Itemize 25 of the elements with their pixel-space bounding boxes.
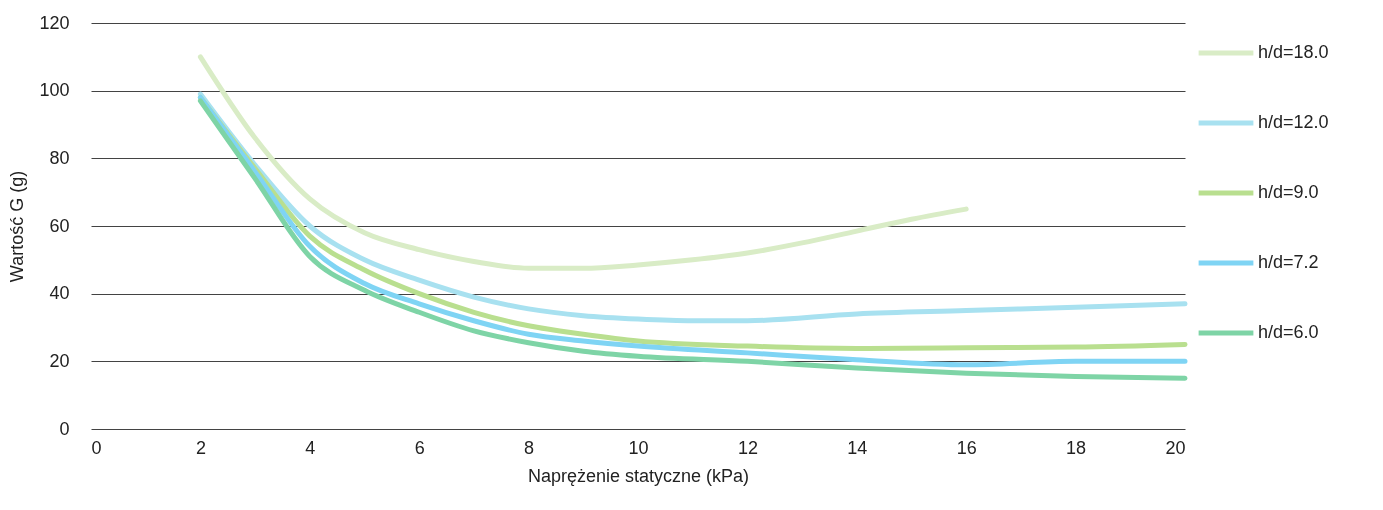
y-tick-label: 100: [39, 80, 70, 101]
y-tick-label: 0: [59, 418, 70, 439]
x-tick-label: 10: [628, 437, 649, 458]
y-tick-label: 40: [49, 283, 70, 304]
x-tick-label: 20: [1165, 437, 1186, 458]
x-tick-label: 18: [1066, 437, 1087, 458]
x-tick-label: 14: [847, 437, 868, 458]
x-tick-label: 16: [956, 437, 977, 458]
y-axis-title: Wartość G (g): [7, 170, 28, 283]
legend-label: h/d=9.0: [1258, 182, 1319, 202]
x-axis-title: Naprężenie statyczne (kPa): [527, 465, 750, 486]
x-tick-label: 8: [524, 437, 535, 458]
x-tick-label: 0: [91, 437, 102, 458]
legend-label: h/d=6.0: [1258, 322, 1319, 342]
legend-label: h/d=7.2: [1258, 252, 1319, 272]
x-tick-label: 12: [737, 437, 758, 458]
legend-label: h/d=18.0: [1258, 42, 1329, 62]
y-tick-label: 120: [39, 12, 70, 33]
x-tick-label: 2: [195, 437, 206, 458]
y-tick-label: 20: [49, 350, 70, 371]
legend-label: h/d=12.0: [1258, 112, 1329, 132]
y-tick-label: 80: [49, 147, 70, 168]
x-tick-label: 4: [305, 437, 316, 458]
x-tick-label: 6: [414, 437, 425, 458]
y-tick-label: 60: [49, 215, 70, 236]
